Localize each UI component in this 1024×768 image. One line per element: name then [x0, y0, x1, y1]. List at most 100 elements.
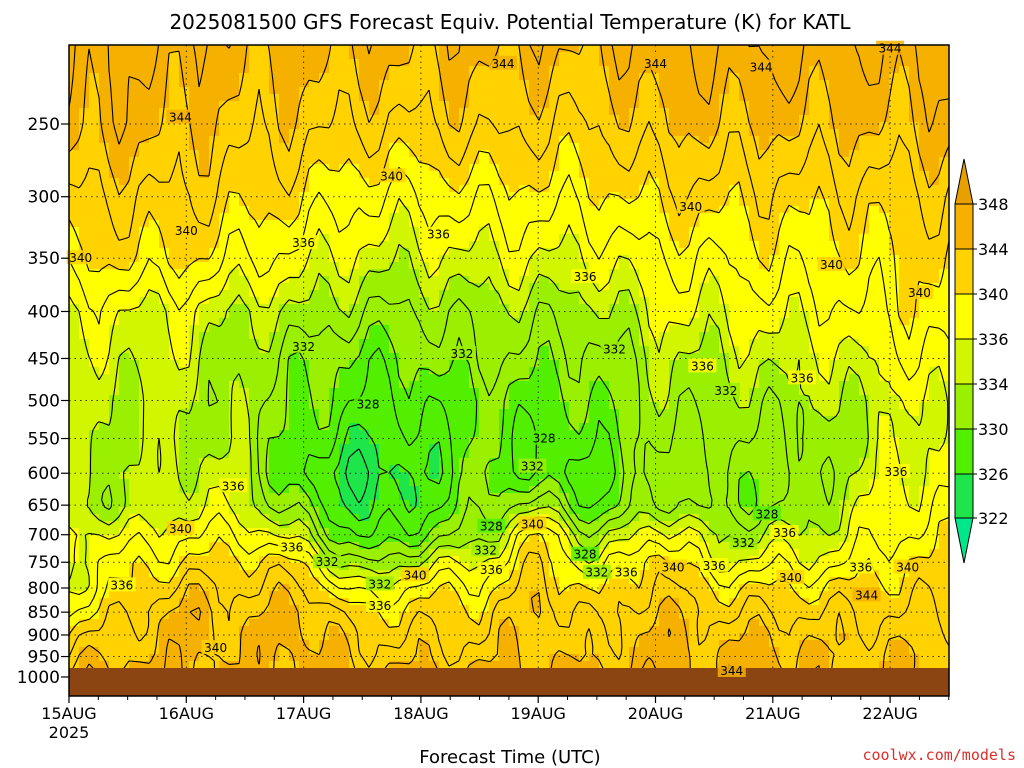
contour-label: 336: [615, 566, 638, 580]
contour-label: 332: [316, 555, 339, 569]
grid-lines: [69, 45, 949, 668]
contour-342: [69, 89, 949, 668]
contour-326: [333, 423, 444, 522]
x-tick-label: 17AUG: [276, 704, 331, 723]
contour-label-bg: [711, 382, 740, 397]
credit-text: coolwx.com/models: [862, 746, 1016, 764]
contour-label: 332: [714, 384, 737, 398]
contour-label: 336: [691, 359, 714, 373]
contour-label: 336: [703, 559, 726, 573]
chart-title: 2025081500 GFS Forecast Equiv. Potential…: [169, 10, 851, 34]
contour-label: 332: [603, 343, 626, 357]
contour-label-bg: [447, 346, 476, 361]
contour-label: 332: [368, 577, 391, 591]
contour-label-bg: [752, 506, 781, 521]
contour-label-bg: [354, 396, 383, 411]
contour-label: 340: [175, 224, 198, 238]
contour-label-bg: [219, 478, 248, 493]
y-axis: 250 300 350 400 450 500 550 600 650 700 750 800 850 9…: [17, 115, 69, 688]
x-tick-label: 16AUG: [159, 704, 214, 723]
y-tick-label: 400: [28, 302, 60, 322]
contour-label-bg: [641, 55, 670, 70]
contour-label: 328: [357, 397, 380, 411]
y-tick-label: 350: [28, 249, 60, 269]
contour-label: 340: [169, 522, 192, 536]
contour-label-bg: [788, 370, 817, 385]
colorbar-label: 326: [978, 465, 1009, 484]
contour-label: 336: [110, 578, 133, 592]
contour-label-bg: [776, 569, 805, 584]
contour-label: 340: [404, 568, 427, 582]
contour-label: 344: [169, 111, 192, 125]
contour-label: 336: [574, 270, 597, 284]
contour-label: 336: [480, 563, 503, 577]
contour-label: 340: [69, 251, 92, 265]
y-tick-label: 650: [28, 496, 60, 516]
contour-label-bg: [676, 199, 705, 214]
contour-label-bg: [277, 539, 306, 554]
contour-label: 328: [480, 520, 503, 534]
x-tick-label: 22AUG: [862, 704, 917, 723]
contour-label-bg: [688, 358, 717, 373]
contour-label-bg: [471, 542, 500, 557]
contour-label-bg: [852, 587, 881, 602]
contour-346: [69, 45, 949, 669]
y-tick-label: 300: [28, 188, 60, 208]
contour-label: 336: [885, 465, 908, 479]
contour-label: 344: [492, 57, 515, 71]
contour-label-bg: [289, 235, 318, 250]
contour-label: 332: [474, 543, 497, 557]
colorbar-label: 344: [978, 240, 1009, 259]
contour-label: 336: [849, 561, 872, 575]
contour-label-bg: [659, 559, 688, 574]
contour-label: 336: [791, 371, 814, 385]
contour-label: 344: [750, 61, 773, 75]
contour-label-bg: [401, 567, 430, 582]
contour-label-bg: [700, 557, 729, 572]
contour-label: 328: [574, 548, 597, 562]
contour-label-bg: [893, 559, 922, 574]
contour-label: 344: [879, 42, 902, 56]
contour-label-bg: [201, 640, 230, 655]
y-tick-label: 550: [28, 430, 60, 450]
theta-e-field: [69, 45, 949, 669]
contour-label: 336: [222, 479, 245, 493]
contour-label-bg: [571, 546, 600, 561]
colorbar-label: 340: [978, 285, 1009, 304]
contour-label: 332: [585, 566, 608, 580]
contour-label-bg: [747, 59, 776, 74]
contour-label-bg: [846, 559, 875, 574]
contour-label: 344: [855, 588, 878, 602]
contour-label: 340: [896, 561, 919, 575]
y-tick-label: 700: [28, 526, 60, 546]
contour-label: 336: [368, 599, 391, 613]
contour-label-bg: [729, 535, 758, 550]
contour-label: 340: [908, 286, 931, 300]
contour-label-bg: [582, 564, 611, 579]
x-tick-label: 15AUG: [41, 704, 96, 723]
contour-336: [69, 197, 949, 596]
contour-label-bg: [172, 223, 201, 238]
contour-label: 340: [521, 517, 544, 531]
contour-label: 328: [755, 507, 778, 521]
contour-label: 332: [521, 460, 544, 474]
contour-label-bg: [166, 109, 195, 124]
contour-label-bg: [881, 463, 910, 478]
y-tick-label: 750: [28, 553, 60, 573]
y-tick-label: 500: [28, 392, 60, 412]
contour-label-bg: [477, 562, 506, 577]
contour-label-bg: [518, 516, 547, 531]
contour-label-bg: [107, 577, 136, 592]
contour-label: 340: [380, 169, 403, 183]
contour-label: 336: [427, 228, 450, 242]
y-tick-label: 900: [28, 626, 60, 646]
contour-label: 336: [280, 541, 303, 555]
y-tick-label: 250: [28, 115, 60, 135]
x-tick-year: 2025: [49, 723, 90, 742]
colorbar: 322 326 330 334 336 340 344 348: [954, 158, 1009, 564]
x-tick-label: 21AUG: [745, 704, 800, 723]
contour-label: 336: [773, 526, 796, 540]
